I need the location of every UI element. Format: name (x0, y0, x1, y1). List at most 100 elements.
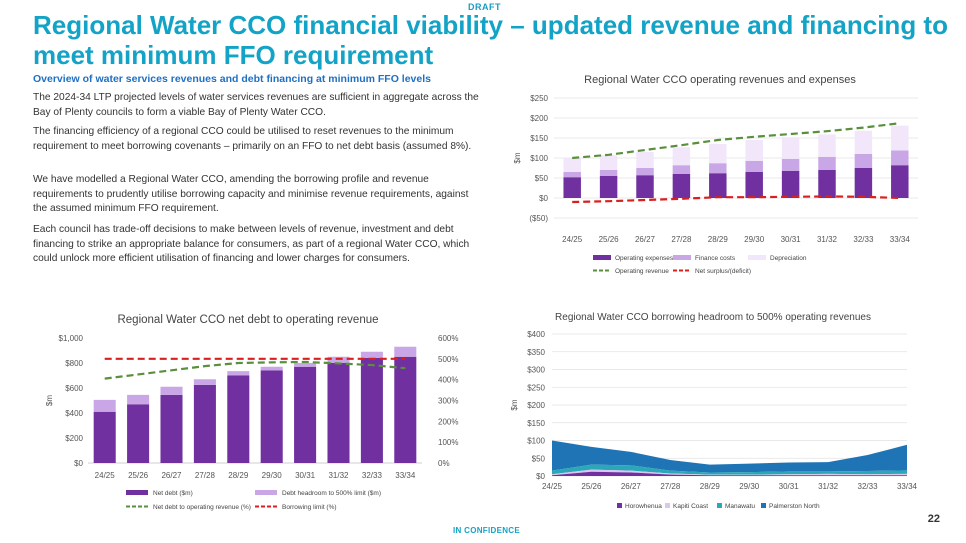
legend-label: Palmerston North (769, 503, 820, 510)
slide-title: Regional Water CCO financial viability –… (33, 10, 948, 70)
legend-label: Operating expenses (615, 255, 674, 262)
area-palmerston-north (552, 440, 907, 473)
x-tick-label: 26/27 (161, 471, 182, 480)
y-tick-label: $50 (532, 454, 546, 463)
y-tick-label: $0 (539, 194, 548, 203)
x-tick-label: 29/30 (262, 471, 283, 480)
bar-net-debt (127, 404, 150, 463)
bar-finance-costs (672, 165, 691, 174)
bar-operating-expenses (781, 170, 800, 198)
bar-operating-expenses (818, 170, 836, 198)
bar-debt-headroom (227, 371, 250, 376)
bar-operating-expenses (891, 165, 909, 198)
legend-swatch (617, 503, 622, 508)
y-axis-label: $m (513, 152, 522, 163)
x-tick-label: 31/32 (328, 471, 349, 480)
bar-debt-headroom (294, 363, 317, 367)
y-tick-label: $250 (527, 383, 545, 392)
overview-paragraph-1: The 2024-34 LTP projected levels of wate… (33, 92, 479, 118)
x-tick-label: 28/29 (708, 235, 729, 244)
y-tick-label: $600 (65, 384, 83, 393)
x-tick-label: 28/29 (228, 471, 249, 480)
y-tick-label: $50 (535, 174, 549, 183)
y-axis-label: $m (510, 399, 519, 410)
x-tick-label: 26/27 (635, 235, 656, 244)
legend-swatch (761, 503, 766, 508)
bar-debt-headroom (360, 351, 383, 358)
bar-depreciation (636, 152, 654, 168)
legend-swatch (717, 503, 722, 508)
chart-title: Regional Water CCO borrowing headroom to… (555, 312, 871, 323)
bar-net-debt (360, 358, 383, 463)
bar-finance-costs (781, 158, 800, 171)
bar-depreciation (709, 144, 727, 164)
x-tick-label: 27/28 (195, 471, 216, 480)
bar-net-debt (227, 375, 250, 463)
overview-heading: Overview of water services revenues and … (33, 73, 431, 85)
overview-paragraph-4: Each council has trade-off decisions to … (33, 224, 470, 264)
bar-finance-costs (854, 154, 873, 168)
bar-depreciation (563, 158, 581, 172)
bar-finance-costs (818, 156, 836, 170)
bar-operating-expenses (709, 173, 727, 198)
bar-finance-costs (745, 160, 763, 172)
y-tick-label: $200 (65, 434, 83, 443)
chart-operating-revenues-svg: Regional Water CCO operating revenues an… (513, 74, 918, 275)
legend-swatch (673, 255, 691, 260)
legend-label: Finance costs (695, 255, 736, 262)
area-kapiti-coast (552, 469, 907, 476)
overview-paragraph-3: We have modelled a Regional Water CCO, a… (33, 174, 469, 214)
bar-debt-headroom (193, 379, 216, 385)
page-number: 22 (927, 513, 940, 525)
y-tick-label: $350 (527, 348, 545, 357)
bar-debt-headroom (260, 366, 283, 371)
y2-tick-label: 500% (438, 355, 458, 364)
x-tick-label: 25/26 (599, 235, 620, 244)
bar-depreciation (854, 130, 873, 154)
chart-title: Regional Water CCO net debt to operating… (117, 314, 378, 326)
legend-swatch (748, 255, 766, 260)
x-tick-label: 30/31 (295, 471, 316, 480)
legend-label: Net debt ($m) (153, 490, 193, 497)
bar-debt-headroom (127, 394, 150, 405)
y-tick-label: $250 (530, 94, 548, 103)
chart-title: Regional Water CCO operating revenues an… (584, 74, 856, 86)
bar-finance-costs (599, 170, 618, 176)
y-tick-label: $200 (530, 114, 548, 123)
bar-debt-headroom (93, 399, 116, 412)
area-manawatu (552, 464, 907, 475)
x-tick-label: 31/32 (817, 235, 838, 244)
y-tick-label: $0 (74, 459, 83, 468)
bar-net-debt (327, 363, 350, 463)
bar-operating-expenses (636, 175, 654, 198)
x-tick-label: 30/31 (781, 235, 802, 244)
legend-swatch (255, 490, 277, 495)
legend-label: Net surplus/(deficit) (695, 268, 751, 275)
chart-borrowing-headroom: Regional Water CCO borrowing headroom to… (505, 307, 925, 515)
bar-finance-costs (891, 150, 909, 166)
bar-depreciation (818, 134, 836, 157)
y2-tick-label: 600% (438, 334, 458, 343)
legend-label: Depreciation (770, 255, 807, 262)
bar-operating-expenses (745, 172, 763, 198)
line-operating-revenue (572, 122, 900, 160)
legend-label: Operating revenue (615, 268, 669, 275)
y-tick-label: $400 (527, 330, 545, 339)
x-tick-label: 24/25 (562, 235, 583, 244)
x-tick-label: 27/28 (671, 235, 692, 244)
y2-tick-label: 0% (438, 459, 450, 468)
bar-depreciation (891, 125, 909, 151)
y2-tick-label: 400% (438, 376, 458, 385)
x-tick-label: 24/25 (542, 482, 563, 491)
y-tick-label: $0 (536, 472, 545, 481)
bar-debt-headroom (394, 346, 417, 357)
chart-operating-revenues: Regional Water CCO operating revenues an… (508, 70, 933, 280)
area-horowhenua (552, 471, 907, 476)
y-tick-label: $1,000 (59, 334, 84, 343)
y-tick-label: $100 (530, 154, 548, 163)
bar-depreciation (599, 155, 618, 170)
x-tick-label: 32/33 (853, 235, 874, 244)
legend-swatch (593, 255, 611, 260)
legend-swatch (126, 490, 148, 495)
overview-paragraph-2: The financing efficiency of a regional C… (33, 126, 472, 152)
